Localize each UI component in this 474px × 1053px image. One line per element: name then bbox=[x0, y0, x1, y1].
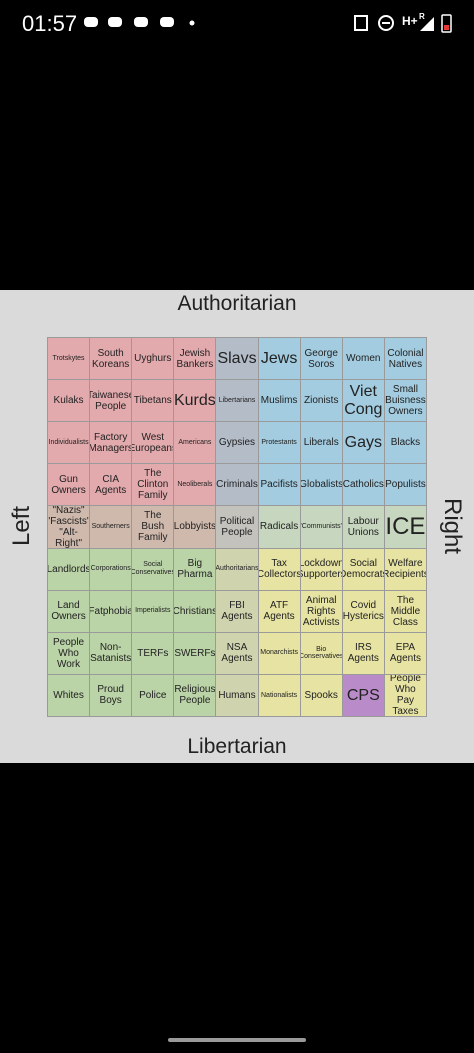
status-time: 01:57 bbox=[22, 11, 78, 36]
grid-cell: Humans bbox=[215, 673, 259, 717]
grid-cell: Jewish Bankers bbox=[173, 337, 217, 381]
compass-grid: Trotskytes South Koreans Uyghurs Jewish Ban… bbox=[47, 337, 427, 717]
grid-cell: "Nazis" "Fascists" "Alt-Right" bbox=[47, 505, 91, 549]
grid-cell: Fatphobia bbox=[89, 589, 133, 633]
grid-cell: Factory Managers bbox=[89, 421, 133, 465]
top-label: Authoritarian bbox=[177, 292, 297, 315]
grid-cell: FBI Agents bbox=[215, 589, 259, 633]
grid-cell: Kulaks bbox=[47, 379, 91, 423]
grid-cell: Gypsies bbox=[215, 421, 259, 465]
grid-cell: Political People bbox=[215, 505, 259, 549]
grid-cell: Big Pharma bbox=[173, 547, 217, 591]
grid-cell: People Who Pay Taxes bbox=[383, 673, 427, 717]
grid-cell: "Communists" bbox=[299, 505, 343, 549]
grid-cell: Criminals bbox=[215, 463, 259, 507]
grid-cell: Individualists bbox=[47, 421, 91, 465]
grid-cell: Kurds bbox=[173, 379, 217, 423]
grid-cell: Covid Hysterics bbox=[341, 589, 385, 633]
grid-cell: Welfare Recipients bbox=[383, 547, 427, 591]
grid-cell: Proud Boys bbox=[89, 673, 133, 717]
grid-cell: Neoliberals bbox=[173, 463, 217, 507]
grid-cell: Monarchists bbox=[257, 631, 301, 675]
grid-cell: Protestants bbox=[257, 421, 301, 465]
grid-cell: Land Owners bbox=[47, 589, 91, 633]
grid-cell: George Soros bbox=[299, 337, 343, 381]
grid-cell: Zionists bbox=[299, 379, 343, 423]
grid-cell: Trotskytes bbox=[47, 337, 91, 381]
grid-cell: Southerners bbox=[89, 505, 133, 549]
grid-cell: Animal Rights Activists bbox=[299, 589, 343, 633]
grid-cell: Landlords bbox=[47, 547, 91, 591]
grid-cell: Catholics bbox=[341, 463, 385, 507]
grid-cell: West Europeans bbox=[131, 421, 175, 465]
grid-cell: Whites bbox=[47, 673, 91, 717]
bottom-label: Libertarian bbox=[187, 735, 287, 758]
grid-cell: Religious People bbox=[173, 673, 217, 717]
grid-cell: Social Conservatives bbox=[131, 547, 175, 591]
grid-cell: The Bush Family bbox=[131, 505, 175, 549]
grid-cell: Libertarians bbox=[215, 379, 259, 423]
grid-cell: Uyghurs bbox=[131, 337, 175, 381]
grid-cell: Americans bbox=[173, 421, 217, 465]
grid-cell: CIA Agents bbox=[89, 463, 133, 507]
grid-cell: Radicals bbox=[257, 505, 301, 549]
notification-icons bbox=[84, 17, 195, 27]
grid-cell: EPA Agents bbox=[383, 631, 427, 675]
grid-cell: Gays bbox=[341, 421, 385, 465]
grid-cell: IRS Agents bbox=[341, 631, 385, 675]
grid-cell: The Clinton Family bbox=[131, 463, 175, 507]
grid-cell: Taiwanese People bbox=[89, 379, 133, 423]
right-label: Right bbox=[439, 497, 466, 555]
grid-cell: Small Buisness Owners bbox=[383, 379, 427, 423]
system-icons bbox=[354, 14, 452, 33]
grid-cell: Muslims bbox=[257, 379, 301, 423]
grid-cell: Nationalists bbox=[257, 673, 301, 717]
grid-cell: People Who Work bbox=[47, 631, 91, 675]
grid-cell: Pacifists bbox=[257, 463, 301, 507]
grid-cell: Slavs bbox=[215, 337, 259, 381]
grid-cell: Tibetans bbox=[131, 379, 175, 423]
grid-cell: Christians bbox=[173, 589, 217, 633]
grid-cell: Jews bbox=[257, 337, 301, 381]
left-label: Left bbox=[8, 505, 35, 547]
grid-cell: Corporations bbox=[89, 547, 133, 591]
grid-cell: Non-Satanists bbox=[89, 631, 133, 675]
grid-cell: NSA Agents bbox=[215, 631, 259, 675]
network-type: H+ bbox=[402, 14, 418, 28]
grid-cell: Colonial Natives bbox=[383, 337, 427, 381]
image: Authoritarian Libertarian Left Right Tro… bbox=[0, 290, 474, 763]
grid-cell: Liberals bbox=[299, 421, 343, 465]
grid-cell: The Middle Class bbox=[383, 589, 427, 633]
grid-cell: Lobbyists bbox=[173, 505, 217, 549]
home-indicator bbox=[168, 1038, 306, 1042]
grid-cell: South Koreans bbox=[89, 337, 133, 381]
grid-cell: Police bbox=[131, 673, 175, 717]
grid-cell: Labour Unions bbox=[341, 505, 385, 549]
grid-cell: Populists bbox=[383, 463, 427, 507]
grid-cell: CPS bbox=[341, 673, 385, 717]
grid-cell: Tax Collectors bbox=[257, 547, 301, 591]
grid-cell: Authoritarians bbox=[215, 547, 259, 591]
grid-cell: Blacks bbox=[383, 421, 427, 465]
grid-cell: TERFs bbox=[131, 631, 175, 675]
grid-cell: Imperialists bbox=[131, 589, 175, 633]
roaming: R bbox=[419, 12, 425, 21]
grid-cell: Lockdown Supporters bbox=[299, 547, 343, 591]
grid-cell: Bio Conservatives bbox=[299, 631, 343, 675]
grid-cell: ICE bbox=[383, 505, 427, 549]
grid-cell: Viet Cong bbox=[341, 379, 385, 423]
grid-cell: Spooks bbox=[299, 673, 343, 717]
grid-cell: Globalists bbox=[299, 463, 343, 507]
grid-cell: SWERFs bbox=[173, 631, 217, 675]
grid-cell: Women bbox=[341, 337, 385, 381]
grid-cell: Social Democrats bbox=[341, 547, 385, 591]
grid-cell: Gun Owners bbox=[47, 463, 91, 507]
grid-cell: ATF Agents bbox=[257, 589, 301, 633]
